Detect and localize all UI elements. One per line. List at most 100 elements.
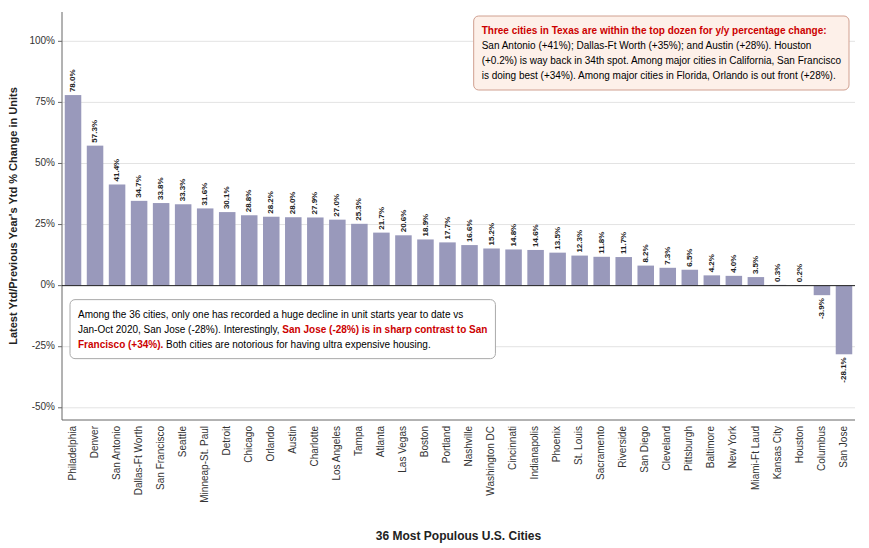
category-label: Sacramento	[595, 426, 606, 480]
category-label: Charlotte	[309, 426, 320, 467]
tick-mark	[58, 224, 62, 225]
bar	[461, 245, 478, 286]
category-label: Cleveland	[661, 426, 672, 470]
data-label: 11.8%	[597, 232, 606, 254]
category-label: Tampa	[353, 426, 364, 456]
category-label: Austin	[287, 426, 298, 454]
axis-line	[62, 12, 63, 420]
bar	[637, 266, 654, 286]
data-label: 15.2%	[487, 223, 496, 246]
grid-line	[62, 163, 855, 164]
bar	[571, 256, 588, 286]
bar	[615, 257, 632, 286]
annotation: Among the 36 cities, only one has record…	[70, 300, 495, 359]
annotation-box	[474, 16, 849, 90]
category-label: Boston	[419, 426, 430, 457]
bar	[87, 146, 104, 286]
category-label: San Diego	[639, 426, 650, 473]
bar	[439, 242, 456, 285]
bar	[131, 201, 148, 286]
tick-mark	[58, 346, 62, 347]
bar	[836, 286, 853, 355]
data-label: 18.9%	[421, 214, 430, 237]
category-label: Atlanta	[375, 426, 386, 458]
data-label: 34.7%	[134, 175, 143, 198]
annotation-line: Francisco (+34%). Both cities are notori…	[78, 339, 431, 350]
bar	[814, 286, 831, 296]
category-label: Chicago	[243, 426, 254, 463]
annotation-line: San Antonio (+41%); Dallas-Ft Worth (+35…	[482, 40, 812, 51]
bar	[153, 203, 170, 286]
category-label: Las Vegas	[397, 426, 408, 473]
data-label: 33.8%	[156, 177, 165, 200]
annotation-line: (+0.2%) is way back in 34th spot. Among …	[482, 55, 842, 66]
tick-label: -25%	[32, 340, 55, 351]
data-label: 6.5%	[685, 249, 694, 267]
data-label: 78.0%	[68, 69, 77, 92]
data-label: 31.6%	[200, 183, 209, 206]
bar	[307, 217, 324, 285]
data-label: 4.0%	[729, 255, 738, 273]
tick-mark	[58, 163, 62, 164]
bar	[175, 204, 192, 285]
data-label: 57.3%	[90, 120, 99, 143]
bar	[109, 184, 126, 285]
category-label: Kansas City	[772, 426, 783, 479]
category-label: San Francisco	[155, 426, 166, 490]
data-label: 0.2%	[795, 264, 804, 282]
annotation-text: Both cities are notorious for having ult…	[163, 339, 430, 350]
data-labels: 78.0%57.3%41.4%34.7%33.8%33.3%31.6%30.1%…	[68, 69, 848, 382]
tick-mark	[58, 41, 62, 42]
tick-mark	[58, 407, 62, 408]
data-label: 28.2%	[266, 191, 275, 214]
bar	[417, 239, 434, 285]
category-label: Philadelphia	[67, 426, 78, 481]
annotation-line: Among the 36 cities, only one has record…	[78, 309, 463, 320]
category-label: Washington DC	[485, 426, 496, 496]
bar	[285, 217, 302, 285]
data-label: 14.6%	[531, 224, 540, 247]
annotation-text: San Jose (-28%) is in sharp contrast to …	[282, 324, 487, 335]
category-label: Baltimore	[705, 426, 716, 469]
data-label: 28.8%	[244, 190, 253, 213]
annotation-text: Francisco (+34%).	[78, 339, 164, 350]
category-label: Cincinnati	[507, 426, 518, 470]
bar	[373, 233, 390, 286]
tick-label: 100%	[29, 35, 55, 46]
data-label: 17.7%	[443, 217, 452, 240]
category-label: Miami-Ft Laud	[750, 426, 761, 490]
bar	[483, 248, 500, 285]
annotation-line: Jan-Oct 2020, San Jose (-28%). Interesti…	[78, 324, 487, 335]
annotation-text: San Antonio (+41%); Dallas-Ft Worth (+35…	[482, 40, 812, 51]
chart: -50%-25%0%25%50%75%100%78.0%57.3%41.4%34…	[0, 0, 869, 548]
category-label: Orlando	[265, 426, 276, 462]
data-label: 0.3%	[773, 264, 782, 282]
plot-area	[62, 12, 855, 420]
bar	[219, 212, 236, 286]
tick-label: 50%	[35, 157, 55, 168]
category-label: San Jose	[838, 426, 849, 468]
bar	[241, 215, 258, 285]
grid-line	[62, 285, 855, 286]
category-label: Denver	[89, 425, 100, 458]
tick-label: 0%	[41, 279, 56, 290]
tick-mark	[58, 285, 62, 286]
data-label: 21.7%	[377, 207, 386, 230]
y-axis-title: Latest Ytd/Previous Year's Ytd % Change …	[7, 87, 19, 345]
bar	[329, 220, 346, 286]
data-label: -28.1%	[839, 357, 848, 382]
category-label: Indianapolis	[529, 426, 540, 479]
annotation-box	[70, 300, 495, 359]
annotation-text: Among the 36 cities, only one has record…	[78, 309, 463, 320]
category-label: Detroit	[221, 426, 232, 456]
annotation-text: is doing best (+34%). Among major cities…	[482, 70, 836, 81]
data-label: 7.3%	[663, 247, 672, 265]
data-label: 28.0%	[288, 192, 297, 215]
data-label: 30.1%	[222, 186, 231, 209]
category-label: San Antonio	[111, 426, 122, 480]
category-label: Los Angeles	[331, 426, 342, 481]
tick-label: 25%	[35, 218, 55, 229]
x-axis: PhiladelphiaDenverSan AntonioDallas-Ft W…	[67, 425, 849, 503]
category-label: Minneap-St. Paul	[199, 426, 210, 503]
category-label: Columbus	[816, 426, 827, 471]
